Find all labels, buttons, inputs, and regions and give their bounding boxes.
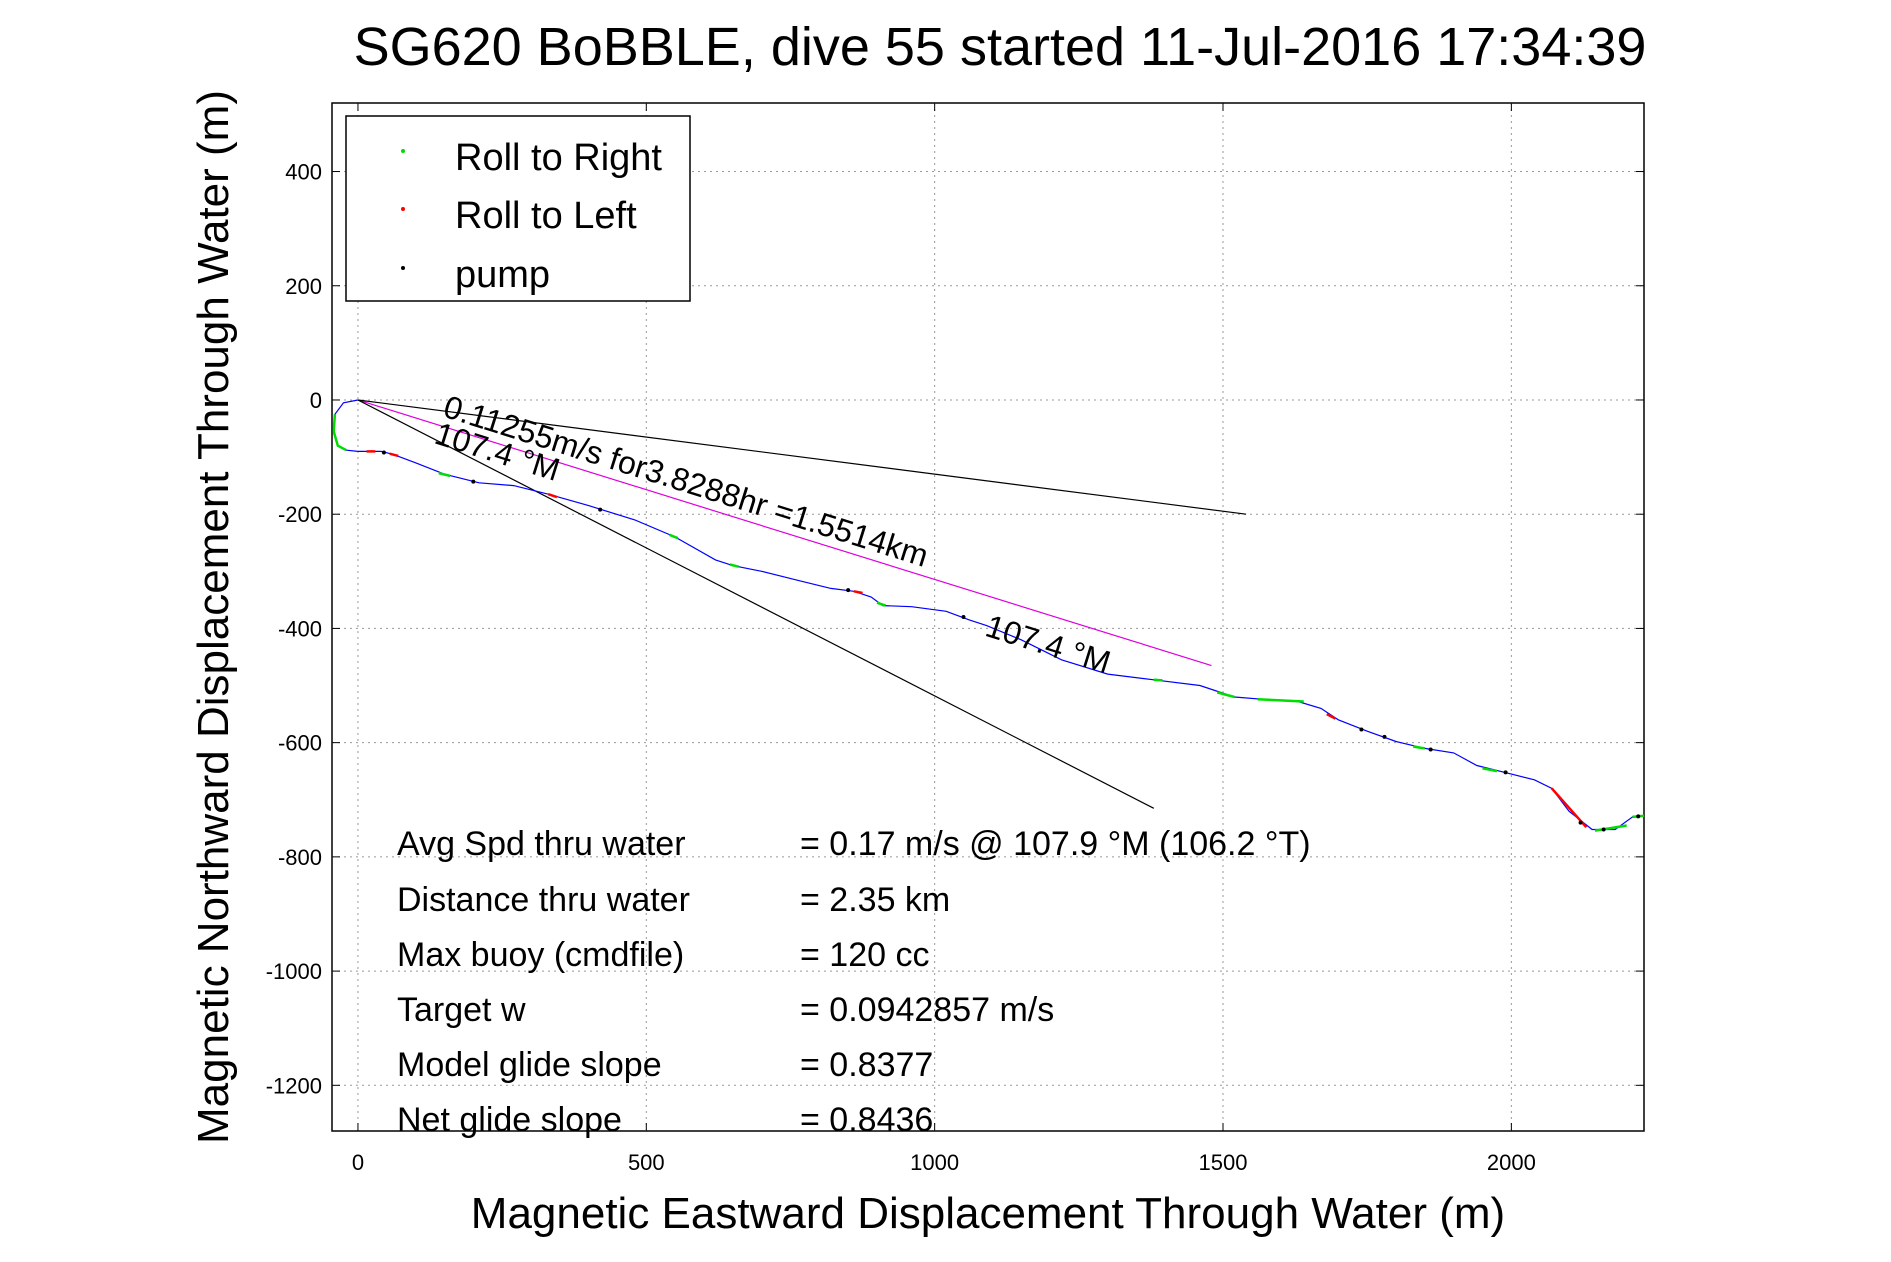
roll-left-segment: [547, 493, 558, 499]
pump-point: [1636, 814, 1641, 819]
chart-title: SG620 BoBBLE, dive 55 started 11-Jul-201…: [354, 17, 1647, 77]
avg-speed-line: [357, 399, 1212, 667]
stat-value: = 0.8377: [800, 1046, 933, 1084]
x-tick-label: 500: [628, 1150, 665, 1175]
pump-point: [1578, 820, 1583, 825]
x-tick-label: 1500: [1199, 1150, 1248, 1175]
y-tick-label: -1200: [266, 1073, 322, 1098]
y-axis-label: Magnetic Northward Displacement Through …: [189, 90, 238, 1144]
roll-right-segment: [1482, 767, 1498, 773]
roll-right-segment: [332, 414, 347, 452]
stat-label: Avg Spd thru water: [397, 825, 686, 863]
legend-marker-roll-right: [401, 149, 405, 153]
roll-right-segment: [876, 601, 886, 607]
pump-point: [1359, 727, 1364, 732]
y-tick-label: -800: [278, 845, 322, 870]
pump-point: [846, 588, 851, 593]
roll-right-segment: [668, 533, 679, 540]
y-tick-label: 0: [310, 388, 322, 413]
pump-point: [1503, 770, 1508, 775]
stat-label: Model glide slope: [397, 1046, 662, 1084]
roll-right-segment: [729, 563, 739, 568]
legend-marker-roll-left: [401, 207, 405, 211]
stat-value: = 0.0942857 m/s: [800, 991, 1054, 1029]
y-tick-label: -200: [278, 502, 322, 527]
legend-label-pump: pump: [455, 254, 550, 296]
stat-value: = 120 cc: [800, 936, 929, 974]
pump-point: [961, 615, 966, 619]
pump-point: [1382, 734, 1387, 739]
pump-point: [1428, 747, 1433, 752]
grid: [332, 103, 1644, 1131]
stat-value: = 0.8436: [800, 1101, 933, 1139]
stat-label: Max buoy (cmdfile): [397, 936, 684, 974]
y-tick-label: -600: [278, 731, 322, 756]
legend: Roll to Right Roll to Left pump: [345, 115, 691, 302]
track-line: [333, 399, 1645, 831]
stats-block: Avg Spd thru water = 0.17 m/s @ 107.9 °M…: [397, 825, 1311, 1139]
roll-right-segment: [1257, 697, 1304, 703]
x-tick-label: 1000: [910, 1150, 959, 1175]
roll-right-segment: [438, 471, 451, 478]
y-tick-label: 400: [285, 160, 322, 185]
legend-box: [345, 115, 691, 302]
stat-value: = 2.35 km: [800, 881, 950, 919]
legend-label-roll-left: Roll to Left: [455, 195, 637, 237]
roll-right-segment: [1216, 691, 1235, 699]
legend-label-roll-right: Roll to Right: [455, 137, 662, 179]
x-tick-label: 2000: [1487, 1150, 1536, 1175]
x-axis-label: Magnetic Eastward Displacement Through W…: [471, 1189, 1505, 1238]
pump-point: [471, 479, 476, 484]
roll-right-segment: [1594, 824, 1627, 832]
stat-label: Net glide slope: [397, 1101, 622, 1139]
heading-line-upper: [357, 399, 1247, 515]
pump-point: [381, 450, 386, 455]
reference-lines: [357, 399, 1247, 809]
roll-right-segment: [1153, 678, 1163, 682]
pump-point: [598, 507, 603, 512]
stat-label: Distance thru water: [397, 881, 690, 919]
x-tick-label: 0: [352, 1150, 364, 1175]
roll-right-segment: [1413, 745, 1426, 750]
roll-left-segment: [389, 452, 399, 458]
ticks: 0 500 1000 1500 20004002000-200-400-600-800-…: [266, 103, 1644, 1175]
heading-line-lower: [357, 399, 1155, 809]
stat-value: = 0.17 m/s @ 107.9 °M (106.2 °T): [800, 825, 1311, 863]
y-tick-label: -400: [278, 616, 322, 641]
legend-marker-pump: [401, 266, 405, 270]
y-tick-label: 200: [285, 274, 322, 299]
roll-left-segment: [1326, 712, 1337, 720]
roll-left-segment: [853, 590, 863, 595]
y-tick-label: -1000: [266, 959, 322, 984]
stat-label: Target w: [397, 991, 526, 1029]
series: [332, 399, 1645, 832]
pump-point: [1601, 827, 1606, 832]
